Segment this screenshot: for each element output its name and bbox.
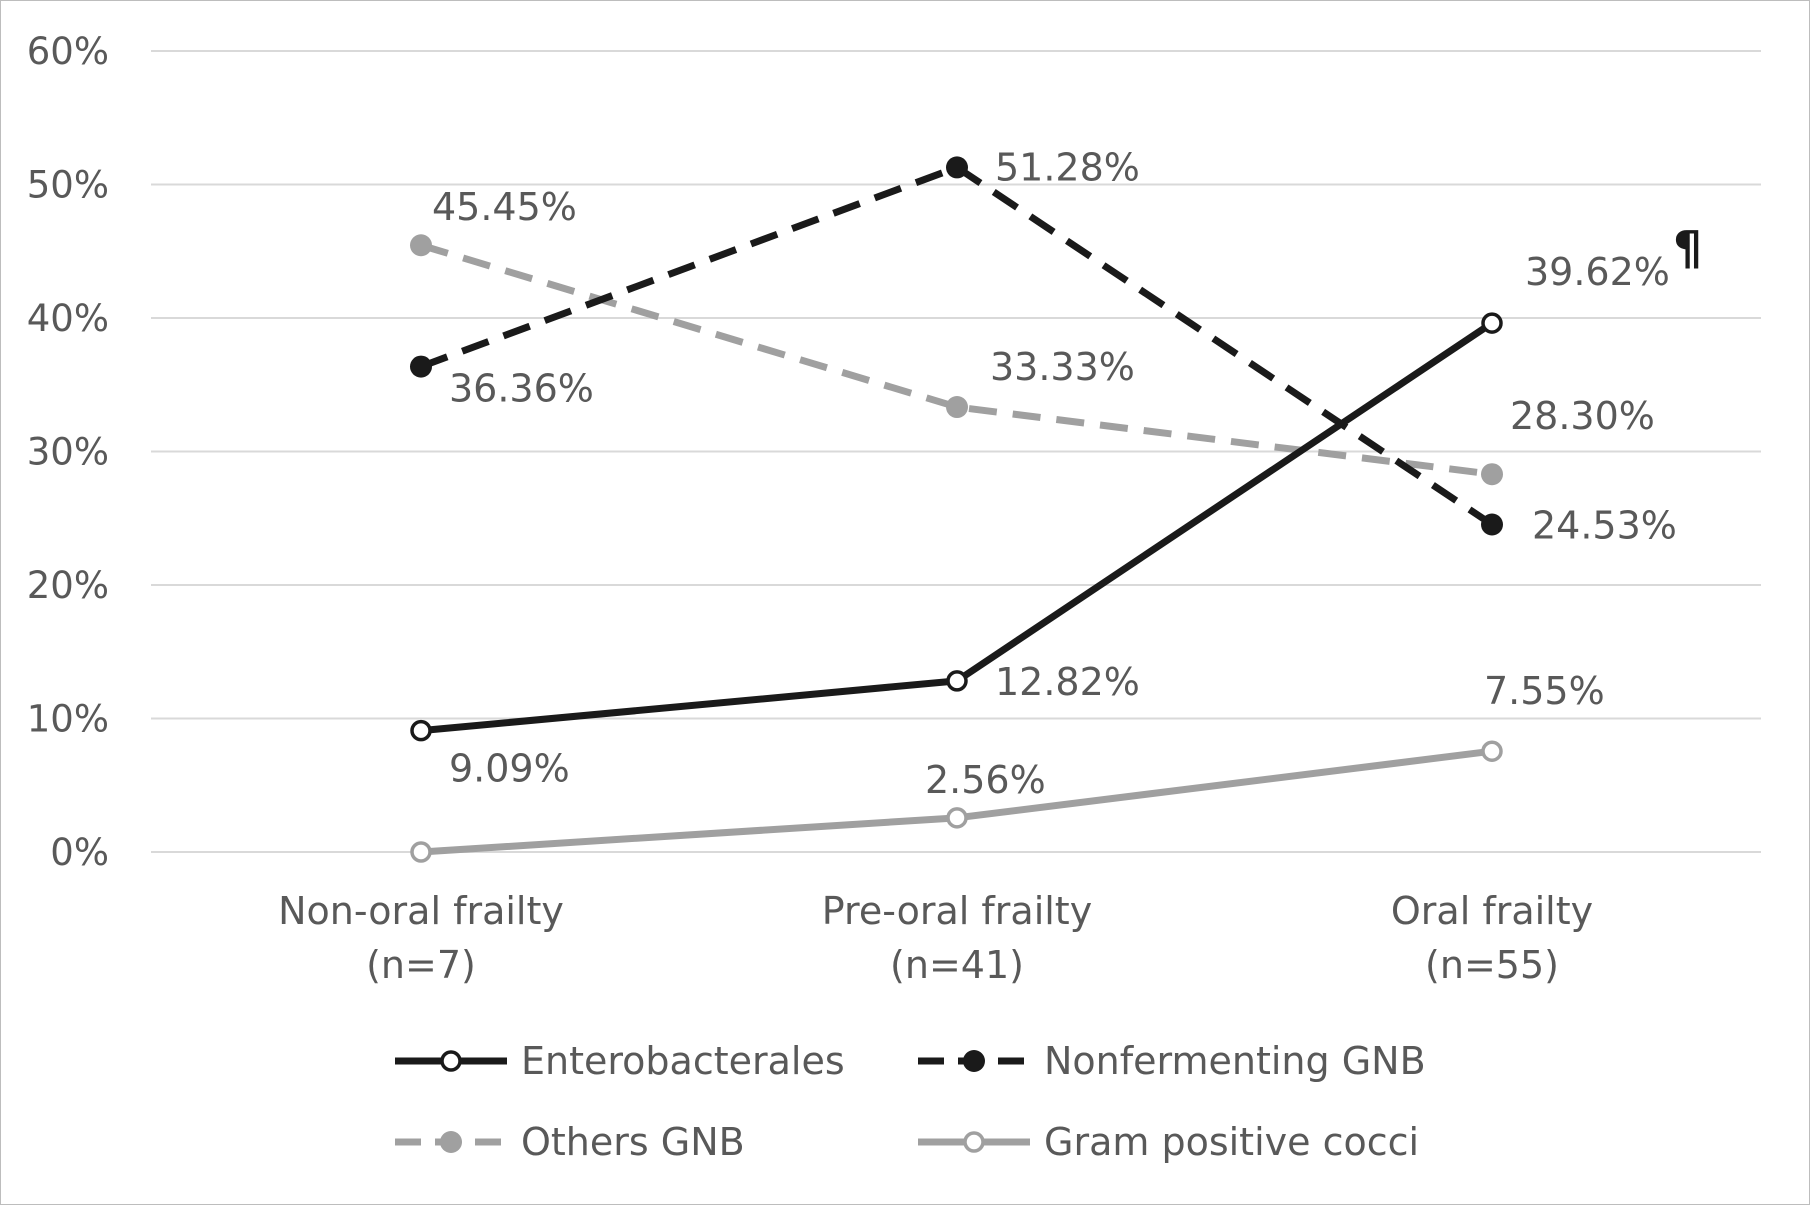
data-point [410, 234, 432, 257]
data-point [946, 156, 968, 179]
y-tick-label: 50% [27, 164, 109, 207]
data-label: 33.33% [990, 345, 1135, 389]
data-label: 28.30% [1510, 394, 1655, 438]
y-tick-label: 20% [27, 564, 109, 607]
y-tick-label: 0% [50, 831, 109, 874]
y-tick-label: 30% [27, 431, 109, 474]
y-tick-label: 60% [27, 30, 109, 73]
series-2 [410, 234, 1503, 486]
y-axis-ticks: 0% 10% 20% 30% 40% 50% 60% [27, 30, 109, 874]
series-0 [410, 312, 1503, 742]
data-point [946, 807, 968, 829]
y-tick-label: 40% [27, 297, 109, 340]
annotation-mark: ¶ [1673, 221, 1702, 275]
x-tick-label: Oral frailty [1391, 889, 1593, 933]
legend-label: Nonfermenting GNB [1044, 1039, 1426, 1083]
legend-marker [963, 1131, 985, 1153]
data-point [1481, 463, 1503, 486]
y-tick-label: 10% [27, 698, 109, 741]
legend-marker [440, 1050, 462, 1072]
data-label: 24.53% [1532, 504, 1677, 548]
x-axis-ticks: Non-oral frailty (n=7) Pre-oral frailty (n=… [278, 889, 1593, 987]
data-labels: 9.09% 12.82% 39.62% 36.36% 51.28% 24.53% 45.45… [432, 145, 1677, 801]
data-label: 39.62% [1525, 250, 1670, 294]
series-1 [410, 156, 1503, 536]
data-label: 45.45% [432, 185, 577, 229]
data-label: 12.82% [995, 660, 1140, 704]
series-line [419, 163, 1494, 528]
legend: Enterobacterales Nonfermenting GNB Others … [395, 1039, 1426, 1164]
data-label: 7.55% [1484, 669, 1605, 713]
data-label: 36.36% [449, 367, 594, 411]
data-point [946, 396, 968, 419]
series-3 [410, 740, 1503, 863]
data-point [410, 841, 432, 863]
x-tick-label: (n=7) [366, 943, 476, 987]
data-point [1481, 312, 1503, 334]
series-line [419, 241, 1493, 478]
data-label: 9.09% [449, 747, 570, 791]
data-label: 51.28% [995, 145, 1140, 189]
gridlines [151, 50, 1761, 853]
legend-item: Nonfermenting GNB [918, 1039, 1426, 1083]
series-lines [410, 156, 1503, 863]
legend-label: Others GNB [521, 1120, 745, 1164]
legend-marker [963, 1050, 985, 1072]
x-tick-label: (n=41) [890, 943, 1024, 987]
data-point [410, 355, 432, 378]
x-tick-label: Pre-oral frailty [822, 889, 1092, 933]
legend-item: Gram positive cocci [918, 1120, 1419, 1164]
legend-label: Gram positive cocci [1044, 1120, 1419, 1164]
data-point [1481, 740, 1503, 762]
legend-marker [440, 1131, 462, 1153]
data-point [946, 670, 968, 692]
legend-item: Enterobacterales [395, 1039, 845, 1083]
data-point [410, 719, 432, 742]
data-point [1481, 513, 1503, 536]
x-tick-label: Non-oral frailty [278, 889, 564, 933]
legend-label: Enterobacterales [521, 1039, 845, 1083]
legend-item: Others GNB [395, 1120, 745, 1164]
x-tick-label: (n=55) [1425, 943, 1559, 987]
data-label: 2.56% [925, 758, 1046, 802]
